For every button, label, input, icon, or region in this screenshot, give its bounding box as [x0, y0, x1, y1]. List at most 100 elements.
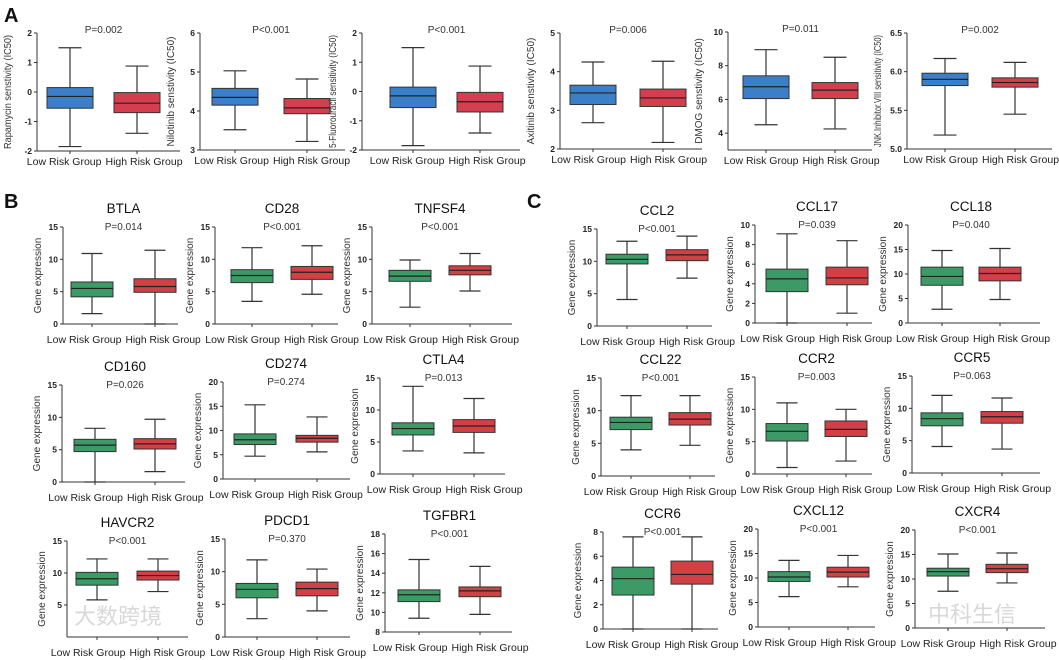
x-label-high: High Risk Group — [284, 334, 359, 346]
y-tick-label: 16 — [371, 549, 381, 559]
y-tick-label: 10 — [587, 406, 597, 416]
y-axis-label: Gene expression — [350, 388, 361, 464]
high-risk-box — [980, 411, 1024, 424]
y-tick-label: 15 — [894, 245, 904, 255]
p-value: P=0.039 — [798, 220, 836, 231]
y-tick-label: 8 — [375, 627, 380, 637]
y-tick-label: 10 — [53, 568, 63, 578]
y-tick-label: 5 — [550, 28, 555, 38]
y-tick-label: 2 — [27, 28, 32, 38]
boxplot-dmog: 4 6 8 10 Low Risk Group High Risk Group P=0.01… — [694, 24, 880, 167]
y-tick-label: 8 — [718, 61, 723, 71]
high-risk-box — [133, 278, 177, 293]
y-tick-label: 5.0 — [890, 144, 902, 154]
y-axis-label: Gene expression — [878, 236, 889, 312]
y-tick-label: 15 — [366, 373, 376, 383]
y-tick-label: 2 — [745, 298, 750, 308]
y-tick-label: 0 — [352, 87, 357, 97]
plot-title: CCL22 — [639, 352, 681, 367]
y-tick-label: 18 — [371, 529, 381, 539]
boxplot-jnk-inhibitor-viii: 5.0 5.5 6.0 6.5 Low Risk Group High Risk Grou… — [873, 25, 1059, 166]
y-tick-label: 5 — [52, 445, 57, 455]
y-tick-label: 6.0 — [890, 67, 902, 77]
p-value: P=0.040 — [952, 220, 990, 231]
p-value: P=0.014 — [105, 222, 143, 233]
y-tick-label: 15 — [583, 224, 593, 234]
y-tick-label: 10 — [901, 574, 911, 584]
x-label-high: High Risk Group — [449, 155, 526, 167]
plot-title: TNFSF4 — [414, 201, 465, 216]
p-value: P=0.011 — [782, 24, 819, 35]
y-axis-label: Gene expression — [37, 551, 48, 627]
p-value: P<0.001 — [252, 25, 290, 36]
y-tick-label: 3 — [190, 145, 195, 155]
y-tick-label: 10 — [898, 403, 908, 413]
y-tick-label: 10 — [366, 405, 376, 415]
y-tick-label: 2 — [352, 28, 357, 38]
y-axis-label: Gene expression — [355, 545, 366, 621]
y-tick-label: 6 — [718, 94, 723, 104]
boxplot-ctla4: 0 5 10 15 Low Risk Group High Risk Group P=0.0… — [350, 352, 523, 496]
y-tick-label: 0 — [591, 471, 596, 481]
y-axis-label: 5-Fluorouracil sensitivity (IC50) — [328, 35, 339, 148]
y-axis-label: JNK.Inhibitor.VIII sensitivity (IC50) — [873, 35, 884, 147]
plot-title: CCR6 — [644, 506, 681, 521]
y-axis-label: Gene expression — [725, 236, 736, 312]
x-label-high: High Risk Group — [446, 484, 523, 496]
low-risk-box — [397, 589, 441, 603]
y-tick-label: -2 — [349, 145, 357, 155]
y-tick-label: 15 — [587, 373, 597, 383]
p-value: P=0.370 — [268, 534, 306, 545]
x-label-high: High Risk Group — [980, 638, 1057, 650]
y-tick-label: 0 — [53, 319, 58, 329]
watermark-right: 中科生信 — [928, 602, 1016, 627]
x-label-low: Low Risk Group — [209, 489, 284, 501]
plot-title: TGFBR1 — [423, 508, 476, 523]
y-tick-label: 15 — [211, 534, 221, 544]
y-tick-label: 1 — [352, 57, 357, 67]
y-tick-label: -1 — [349, 116, 357, 126]
high-risk-box — [825, 266, 869, 286]
low-risk-box — [70, 281, 114, 298]
y-tick-label: 10 — [49, 254, 59, 264]
x-label-high: High Risk Group — [288, 489, 363, 501]
y-tick-label: 15 — [898, 371, 908, 381]
y-axis-label: Gene expression — [185, 238, 196, 314]
plot-title: CCR2 — [798, 351, 835, 366]
y-tick-label: 5 — [591, 438, 596, 448]
x-label-high: High Risk Group — [442, 334, 519, 346]
y-tick-label: 5 — [53, 287, 58, 297]
boxplot-btla: 0 5 10 15 Low Risk Group High Risk Group P=0.0… — [33, 201, 201, 346]
plot-title: CCL17 — [796, 199, 838, 214]
p-value: P<0.001 — [959, 525, 997, 536]
plot-title: CCL2 — [640, 203, 675, 218]
y-tick-label: 3 — [550, 105, 555, 115]
y-tick-label: 0 — [593, 624, 598, 634]
y-tick-label: 15 — [744, 549, 754, 559]
y-tick-label: 15 — [201, 222, 211, 232]
y-tick-label: 5 — [362, 287, 367, 297]
y-tick-label: 5.5 — [890, 105, 902, 115]
y-tick-label: 15 — [49, 222, 59, 232]
y-tick-label: 10 — [583, 256, 593, 266]
boxplot-ccl22: 0 5 10 15 Low Risk Group High Risk Group P<0.0… — [571, 352, 737, 498]
y-axis-label: Gene expression — [882, 387, 893, 463]
y-tick-label: 5 — [898, 294, 903, 304]
p-value: P=0.274 — [267, 377, 305, 388]
p-value: P=0.002 — [961, 25, 999, 36]
y-tick-label: 0 — [745, 469, 750, 479]
boxplot-cd160: 0 5 10 15 Low Risk Group High Risk Group P=0.0… — [32, 359, 204, 504]
p-value: P=0.002 — [85, 25, 123, 36]
low-risk-box — [765, 268, 809, 293]
y-tick-label: 10 — [371, 607, 381, 617]
plot-title: CXCL12 — [793, 503, 844, 518]
y-tick-label: 10 — [48, 412, 58, 422]
y-tick-label: 15 — [358, 222, 368, 232]
y-tick-label: 5 — [902, 436, 907, 446]
x-label-low: Low Risk Group — [896, 483, 970, 495]
y-tick-label: 0 — [205, 319, 210, 329]
y-tick-label: 10 — [744, 573, 754, 583]
x-label-low: Low Risk Group — [584, 486, 659, 498]
y-tick-label: 15 — [209, 401, 219, 411]
